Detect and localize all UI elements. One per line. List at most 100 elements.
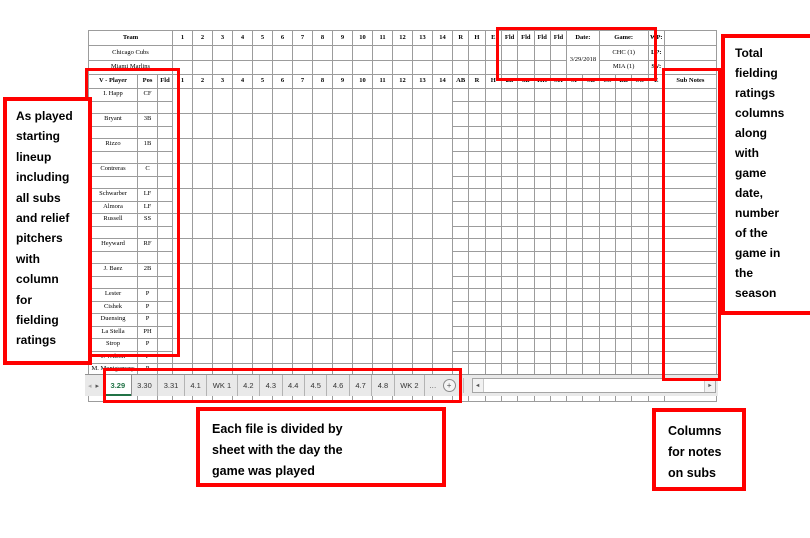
sheet-cell[interactable] <box>484 200 502 214</box>
sheet-cell[interactable] <box>614 125 633 139</box>
sheet-cell[interactable] <box>647 325 665 339</box>
sheet-cell[interactable] <box>232 88 254 114</box>
sheet-cell[interactable] <box>484 238 502 252</box>
sheet-cell[interactable] <box>432 238 454 264</box>
sheet-cell[interactable] <box>517 200 535 214</box>
sheet-cell[interactable] <box>432 338 454 364</box>
sheet-cell[interactable] <box>156 138 174 152</box>
sheet-cell[interactable] <box>598 100 617 114</box>
sheet-cell[interactable] <box>468 138 486 152</box>
sheet-cell[interactable] <box>631 150 649 164</box>
sheet-cell[interactable] <box>272 288 294 314</box>
sheet-cell[interactable] <box>517 325 535 339</box>
sheet-cell[interactable] <box>566 188 584 202</box>
sheet-cell[interactable] <box>372 338 394 364</box>
sheet-cell[interactable]: Team <box>87 30 174 46</box>
sheet-cell[interactable] <box>468 288 486 302</box>
sheet-cell[interactable] <box>312 338 334 364</box>
sheet-cell[interactable] <box>549 300 568 314</box>
sheet-cell[interactable] <box>252 60 274 75</box>
sheet-cell[interactable] <box>192 88 214 114</box>
sheet-cell[interactable] <box>252 113 274 139</box>
sheet-cell[interactable]: Pos <box>137 74 158 89</box>
sheet-cell[interactable] <box>272 213 294 239</box>
sheet-cell[interactable] <box>647 238 665 252</box>
sheet-cell[interactable] <box>312 263 334 289</box>
sheet-cell[interactable] <box>631 263 649 277</box>
sheet-cell[interactable] <box>212 138 234 164</box>
sheet-cell[interactable] <box>663 100 717 114</box>
sheet-cell[interactable]: LF <box>137 200 158 214</box>
sheet-cell[interactable] <box>582 188 600 202</box>
sheet-cell[interactable] <box>468 88 486 102</box>
sheet-cell[interactable] <box>582 213 600 227</box>
sheet-cell[interactable] <box>484 88 502 102</box>
sheet-cell[interactable] <box>232 163 254 189</box>
sheet-cell[interactable]: 3/29/2018 <box>566 45 600 75</box>
sheet-cell[interactable] <box>500 225 519 239</box>
sheet-cell[interactable]: Fld <box>533 30 551 46</box>
sheet-cell[interactable] <box>252 213 274 239</box>
sheet-cell[interactable] <box>468 325 486 339</box>
sheet-cell[interactable]: P <box>137 350 158 364</box>
sheet-cell[interactable]: 7 <box>292 74 314 89</box>
sheet-cell[interactable] <box>252 88 274 114</box>
sheet-cell[interactable] <box>372 113 394 139</box>
sheet-cell[interactable] <box>312 138 334 164</box>
sheet-cell[interactable] <box>392 163 414 189</box>
sheet-cell[interactable] <box>500 338 519 352</box>
sheet-cell[interactable] <box>232 238 254 264</box>
sheet-cell[interactable] <box>517 275 535 289</box>
sheet-cell[interactable] <box>533 225 551 239</box>
sheet-cell[interactable]: SF <box>566 74 584 89</box>
sheet-cell[interactable] <box>252 338 274 364</box>
sheet-cell[interactable] <box>598 338 617 352</box>
sheet-cell[interactable] <box>156 200 174 214</box>
sheet-cell[interactable]: Fld <box>500 30 519 46</box>
sheet-cell[interactable] <box>533 113 551 127</box>
sheet-cell[interactable]: Date: <box>566 30 600 46</box>
next-sheet-arrow-icon[interactable]: ▸ <box>95 382 100 390</box>
sheet-cell[interactable] <box>631 313 649 327</box>
sheet-cell[interactable] <box>468 188 486 202</box>
sheet-cell[interactable] <box>566 113 584 127</box>
sheet-cell[interactable]: 1B <box>137 138 158 152</box>
sheet-tab-3.29[interactable]: 3.29 <box>104 375 132 396</box>
sheet-cell[interactable] <box>614 138 633 152</box>
sheet-cell[interactable] <box>252 188 274 214</box>
sheet-cell[interactable] <box>212 113 234 139</box>
sheet-cell[interactable] <box>517 250 535 264</box>
sheet-cell[interactable] <box>468 338 486 352</box>
sheet-cell[interactable] <box>598 363 617 377</box>
sheet-cell[interactable] <box>352 263 374 289</box>
sheet-cell[interactable] <box>192 288 214 314</box>
sheet-cell[interactable] <box>549 138 568 152</box>
sheet-cell[interactable] <box>392 313 414 339</box>
sheet-cell[interactable] <box>468 363 486 377</box>
prev-sheet-arrow-icon[interactable]: ◂ <box>88 382 92 390</box>
sheet-cell[interactable]: LP: <box>647 45 665 61</box>
sheet-cell[interactable] <box>533 325 551 339</box>
sheet-cell[interactable]: 12 <box>392 74 414 89</box>
sheet-cell[interactable] <box>412 60 434 75</box>
sheet-cell[interactable] <box>156 325 174 339</box>
sheet-cell[interactable] <box>631 88 649 102</box>
sheet-cell[interactable] <box>484 188 502 202</box>
sheet-cell[interactable] <box>500 100 519 114</box>
sheet-cell[interactable] <box>517 213 535 227</box>
sheet-cell[interactable]: Sub Notes <box>663 74 717 89</box>
sheet-cell[interactable] <box>533 88 551 102</box>
sheet-cell[interactable]: CF <box>137 88 158 102</box>
sheet-tab-4.7[interactable]: 4.7 <box>350 375 373 396</box>
sheet-cell[interactable] <box>232 288 254 314</box>
sheet-tab-wk-1[interactable]: WK 1 <box>207 375 238 396</box>
sheet-tab-4.5[interactable]: 4.5 <box>305 375 328 396</box>
sheet-cell[interactable] <box>533 238 551 252</box>
sheet-cell[interactable] <box>663 350 717 364</box>
sheet-tab-4.4[interactable]: 4.4 <box>283 375 305 396</box>
sheet-cell[interactable] <box>517 188 535 202</box>
sheet-cell[interactable] <box>614 288 633 302</box>
sheet-cell[interactable] <box>566 263 584 277</box>
sheet-cell[interactable]: 3 <box>212 74 234 89</box>
sheet-cell[interactable] <box>252 288 274 314</box>
